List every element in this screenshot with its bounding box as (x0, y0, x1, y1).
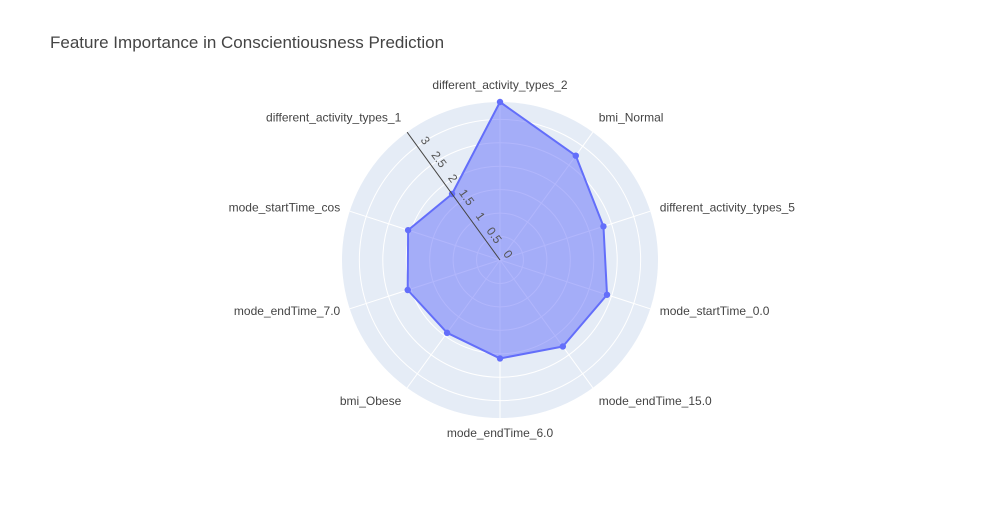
data-point-mode_endTime_6.0[interactable] (496, 355, 504, 362)
data-point-bmi_Normal[interactable] (572, 152, 579, 159)
chart-title: Feature Importance in Conscientiousness … (50, 33, 445, 52)
data-point-mode_startTime_0.0[interactable] (603, 291, 611, 298)
data-point-mode_startTime_cos[interactable] (404, 226, 412, 234)
category-label-4: mode_endTime_15.0 (599, 394, 712, 408)
category-label-0: different_activity_types_2 (432, 78, 568, 92)
category-labels: different_activity_types_2bmi_Normaldiff… (229, 78, 796, 440)
radial-axis-line (406, 131, 501, 261)
category-label-1: bmi_Normal (599, 110, 664, 124)
data-point-different_activity_types_5[interactable] (600, 223, 607, 230)
series-layer (404, 98, 611, 362)
data-point-mode_endTime_7.0[interactable] (404, 286, 411, 294)
category-label-3: mode_startTime_0.0 (660, 304, 770, 318)
category-label-5: mode_endTime_6.0 (447, 426, 554, 440)
data-point-mode_endTime_15.0[interactable] (559, 343, 567, 350)
category-label-7: mode_endTime_7.0 (234, 304, 341, 318)
data-point-different_activity_types_2[interactable] (496, 98, 504, 106)
category-label-6: bmi_Obese (340, 394, 402, 408)
category-label-8: mode_startTime_cos (229, 200, 341, 214)
category-label-9: different_activity_types_1 (266, 110, 402, 124)
data-point-bmi_Obese[interactable] (443, 329, 451, 337)
category-label-2: different_activity_types_5 (660, 200, 796, 214)
